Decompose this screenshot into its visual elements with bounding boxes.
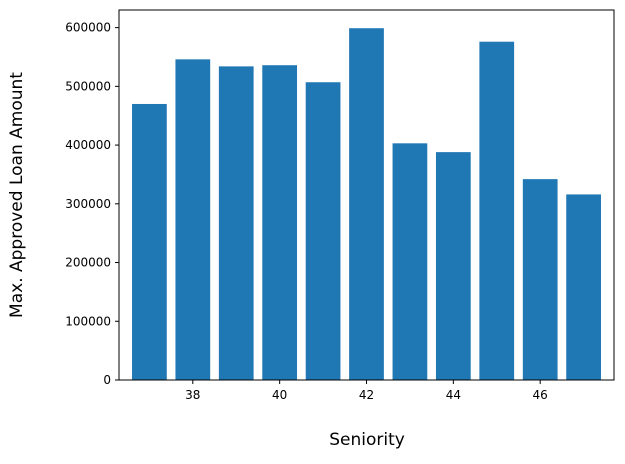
bar-seniority-46 — [522, 179, 558, 380]
x-tick-label: 38 — [185, 388, 200, 402]
x-tick-label: 40 — [272, 388, 287, 402]
bar-seniority-47 — [566, 194, 601, 380]
bar-seniority-43 — [392, 143, 428, 380]
bar-seniority-41 — [305, 82, 341, 381]
bar-seniority-44 — [435, 152, 471, 380]
bars-layer — [132, 28, 601, 381]
x-tick-label: 46 — [533, 388, 548, 402]
plot-frame — [118, 9, 615, 381]
y-tick-label: 500000 — [65, 79, 111, 93]
y-tick-label: 100000 — [65, 314, 111, 328]
x-axis-title: Seniority — [329, 430, 405, 450]
y-axis-ticks: 0 100000 200000 300000 400000 500000 600000 — [65, 21, 119, 387]
x-tick-label: 44 — [446, 388, 461, 402]
y-tick-label: 200000 — [65, 256, 111, 270]
x-tick-label: 42 — [359, 388, 374, 402]
bar-seniority-39 — [218, 66, 254, 380]
y-tick-label: 0 — [103, 373, 111, 387]
y-tick-label: 400000 — [65, 138, 111, 152]
bar-seniority-40 — [262, 65, 298, 381]
bar-seniority-38 — [175, 59, 211, 380]
bar-seniority-42 — [349, 28, 384, 381]
x-axis-ticks: 38 40 42 44 46 — [185, 380, 548, 402]
y-tick-label: 600000 — [65, 21, 111, 35]
bar-seniority-37 — [132, 103, 167, 380]
y-axis-title: Max. Approved Loan Amount — [7, 72, 27, 318]
bar-seniority-45 — [479, 41, 515, 381]
y-tick-label: 300000 — [65, 197, 111, 211]
